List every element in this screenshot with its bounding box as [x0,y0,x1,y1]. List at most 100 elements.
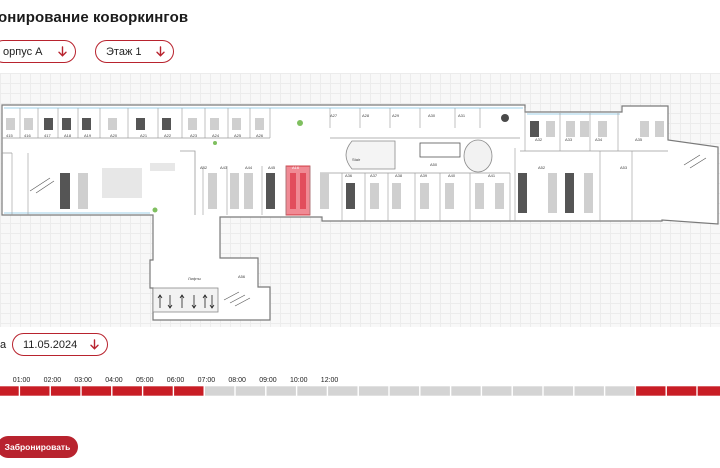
svg-text:A44: A44 [245,165,253,170]
time-slot-timeline[interactable]: 00:0001:0002:0003:0004:0005:0006:0007:00… [0,372,720,402]
lift-arrows [157,294,215,309]
timeline-hour-label: 09:00 [259,377,277,384]
floor-plan[interactable]: 415 416 417 A18 A19 A20 A21 A22 A23 A24 A25 A26 … [0,73,720,327]
time-slot-busy[interactable] [0,385,20,397]
time-slot-busy[interactable] [111,385,143,397]
stair-hatch [223,291,251,307]
svg-text:A20: A20 [110,133,118,138]
time-slot-busy[interactable] [81,385,112,397]
arrow-down-icon [90,339,99,350]
svg-text:A30: A30 [428,113,436,118]
timeline-hour-label: 10:00 [290,377,308,384]
time-slot-free[interactable] [389,385,420,397]
time-slot-free[interactable] [265,385,297,397]
svg-text:A52: A52 [538,165,546,170]
timeline-hour-label: 05:00 [136,377,154,384]
room-tags: 415 416 417 A18 A19 A20 A21 A22 A23 A24 A25 A26 … [6,113,643,281]
timeline-hour-label: 08:00 [228,377,246,384]
selected-room-highlight [285,165,311,216]
timeline-hour-label: 02:00 [44,377,62,384]
time-slot-free[interactable] [543,385,574,397]
svg-text:A25: A25 [234,133,242,138]
time-slot-free[interactable] [358,385,389,397]
floor-plan-drawing: 415 416 417 A18 A19 A20 A21 A22 A23 A24 A25 A26 … [1,104,719,321]
arrow-down-icon [58,46,67,57]
svg-text:A26: A26 [256,133,264,138]
svg-text:A56: A56 [238,274,246,279]
date-picker-value: 11.05.2024 [23,338,78,351]
timeline-hour-label: 04:00 [105,377,123,384]
svg-text:A16: A16 [292,165,300,170]
svg-text:A21: A21 [140,133,148,138]
floor-select[interactable]: Этаж 1 [95,40,174,63]
arrow-down-icon [156,46,165,57]
svg-text:A50: A50 [430,162,438,167]
time-slot-free[interactable] [481,385,513,397]
date-picker[interactable]: 11.05.2024 [12,333,108,356]
svg-text:A28: A28 [362,113,370,118]
svg-text:415: 415 [6,133,13,138]
svg-text:A38: A38 [395,173,403,178]
svg-text:A24: A24 [212,133,220,138]
atrium-outline [345,140,396,170]
plant-icons [152,120,303,213]
svg-text:A37: A37 [370,173,378,178]
timeline-hour-label: 01:00 [13,377,31,384]
building-select[interactable]: орпус А [0,40,76,63]
timeline-hour-label: 12:00 [321,377,339,384]
time-slot-busy[interactable] [697,385,720,397]
room-partitions [11,108,633,221]
time-slot-free[interactable] [296,385,328,397]
page-title: онирование коворкингов [0,9,189,26]
svg-text:A42: A42 [200,165,208,170]
svg-text:A32: A32 [535,137,543,142]
lift-block [152,287,219,313]
svg-text:A31: A31 [458,113,466,118]
floor-select-label: Этаж 1 [106,45,142,58]
time-slot-busy[interactable] [173,385,205,397]
pin-icon [501,114,509,122]
svg-text:A39: A39 [420,173,428,178]
building-select-label: орпус А [3,45,43,58]
time-slot-free[interactable] [573,385,605,397]
svg-text:A22: A22 [164,133,172,138]
svg-text:A36: A36 [345,173,353,178]
book-button[interactable]: Забронировать [0,436,78,458]
building-outline [1,104,719,321]
lift-hall [463,139,493,173]
desk-clusters [6,118,664,213]
time-slot-free[interactable] [450,385,482,397]
timeline-hour-label: 03:00 [74,377,92,384]
time-slot-free[interactable] [419,385,451,397]
svg-text:A35: A35 [635,137,643,142]
time-slot-free[interactable] [235,385,266,397]
svg-text:A19: A19 [84,133,92,138]
svg-text:Лифты: Лифты [188,276,201,281]
svg-text:A41: A41 [488,173,496,178]
time-slot-free[interactable] [604,385,636,397]
time-slot-free[interactable] [512,385,543,397]
timeline-hour-label: 06:00 [167,377,185,384]
svg-text:A33: A33 [565,137,573,142]
stair-hatch-left [29,177,55,194]
time-slot-busy[interactable] [19,385,51,397]
svg-text:Stair: Stair [352,157,361,162]
svg-text:A53: A53 [620,165,628,170]
time-slot-free[interactable] [204,385,235,397]
timeline-hour-label: 07:00 [198,377,216,384]
time-slot-busy[interactable] [142,385,174,397]
svg-text:417: 417 [44,133,51,138]
date-label: а [0,339,7,351]
time-slot-busy[interactable] [666,385,697,397]
svg-text:A23: A23 [190,133,198,138]
svg-text:A18: A18 [64,133,72,138]
svg-text:A43: A43 [220,165,228,170]
time-slot-busy[interactable] [635,385,667,397]
svg-text:416: 416 [24,133,31,138]
svg-text:A29: A29 [392,113,400,118]
svg-text:A34: A34 [595,137,603,142]
svg-text:A27: A27 [330,113,338,118]
time-slot-busy[interactable] [50,385,81,397]
stair-hatch-right [683,154,707,169]
time-slot-free[interactable] [327,385,359,397]
